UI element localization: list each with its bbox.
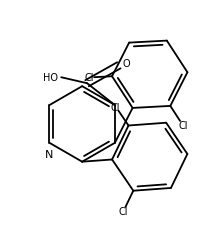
Text: Cl: Cl (111, 102, 120, 112)
Text: Cl: Cl (178, 120, 187, 131)
Text: Cl: Cl (84, 73, 94, 83)
Text: N: N (45, 149, 54, 159)
Text: HO: HO (43, 73, 58, 83)
Text: O: O (123, 59, 130, 69)
Text: Cl: Cl (119, 206, 128, 216)
